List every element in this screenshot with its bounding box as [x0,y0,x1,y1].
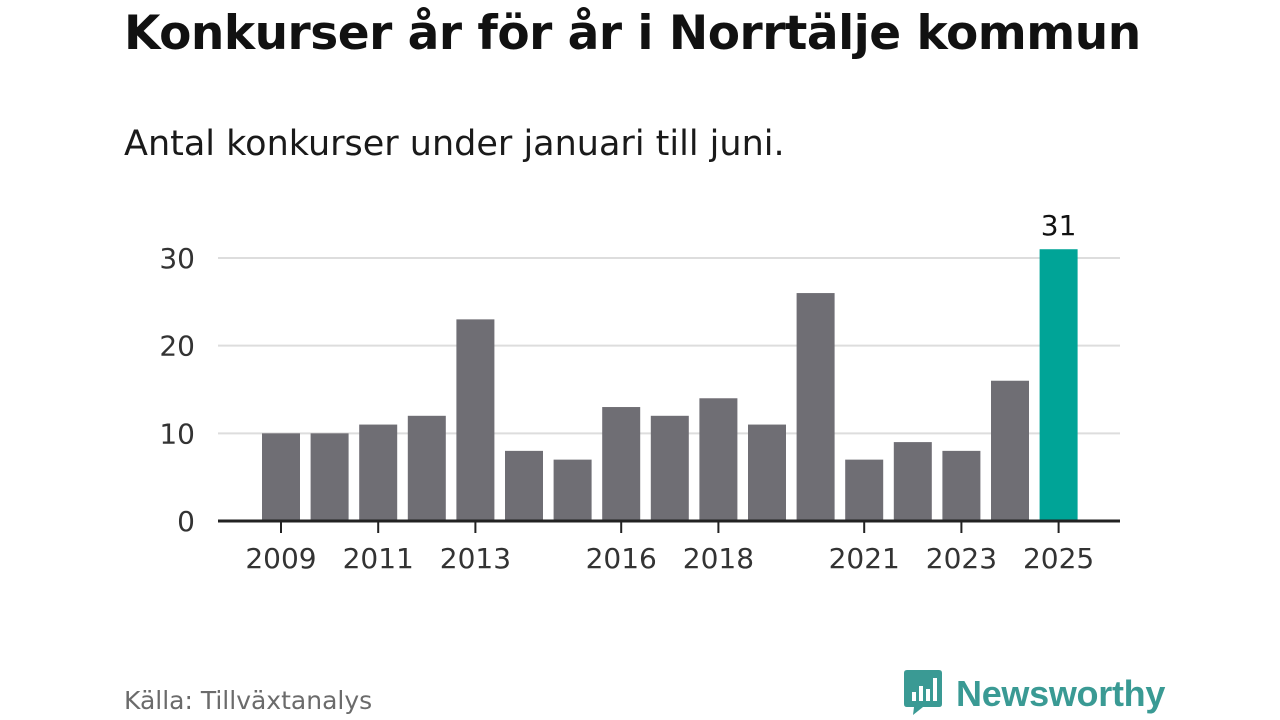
y-tick-label: 10 [159,417,195,450]
bar-2017[interactable] [650,415,689,521]
data-label: 31 [1041,209,1077,242]
bar-2014[interactable] [505,450,543,521]
x-tick-label: 2013 [440,542,511,575]
bar-2011[interactable] [359,424,398,521]
bar-2013[interactable] [456,319,495,521]
bar-chart: 0 10 20 30 2009 2011 2013 2016 2018 2021 2023 2025 3… [159,209,1120,575]
bar-2023[interactable] [942,450,981,521]
y-tick-label: 30 [159,242,195,275]
x-tick-label: 2021 [829,542,900,575]
bar-2022[interactable] [893,442,932,521]
bar-2012[interactable] [407,415,446,521]
x-tick-label: 2011 [343,542,414,575]
bar-2019[interactable] [748,424,786,521]
x-tick-label: 2009 [245,542,316,575]
bar-2016[interactable] [602,407,641,521]
bar-2025[interactable] [1039,249,1078,521]
x-tick-label: 2016 [586,542,657,575]
brand-name: Newsworthy [956,673,1166,714]
bar-2018[interactable] [699,398,738,521]
newsworthy-logo-icon [902,668,944,720]
y-tick-label: 0 [177,505,195,538]
x-tick-label: 2018 [683,542,754,575]
bar-2010[interactable] [310,433,349,521]
chart-subtitle: Antal konkurser under januari till juni. [124,124,785,164]
x-tick-label: 2023 [926,542,997,575]
bar-2024[interactable] [991,380,1029,521]
source-note: Källa: Tillväxtanalys [124,686,373,715]
newsworthy-brand[interactable]: Newsworthy [902,668,1165,720]
bar-2009[interactable] [262,433,300,521]
bar-2021[interactable] [845,459,884,521]
bar-2020[interactable] [796,293,835,521]
bar-2015[interactable] [553,459,592,521]
chart-title: Konkurser år för år i Norrtälje kommun [124,6,1141,61]
x-tick-label: 2025 [1023,542,1094,575]
y-tick-label: 20 [159,330,195,363]
